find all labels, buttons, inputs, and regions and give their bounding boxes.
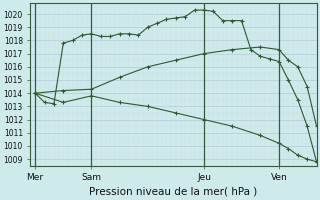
X-axis label: Pression niveau de la mer( hPa ): Pression niveau de la mer( hPa ) — [89, 187, 258, 197]
